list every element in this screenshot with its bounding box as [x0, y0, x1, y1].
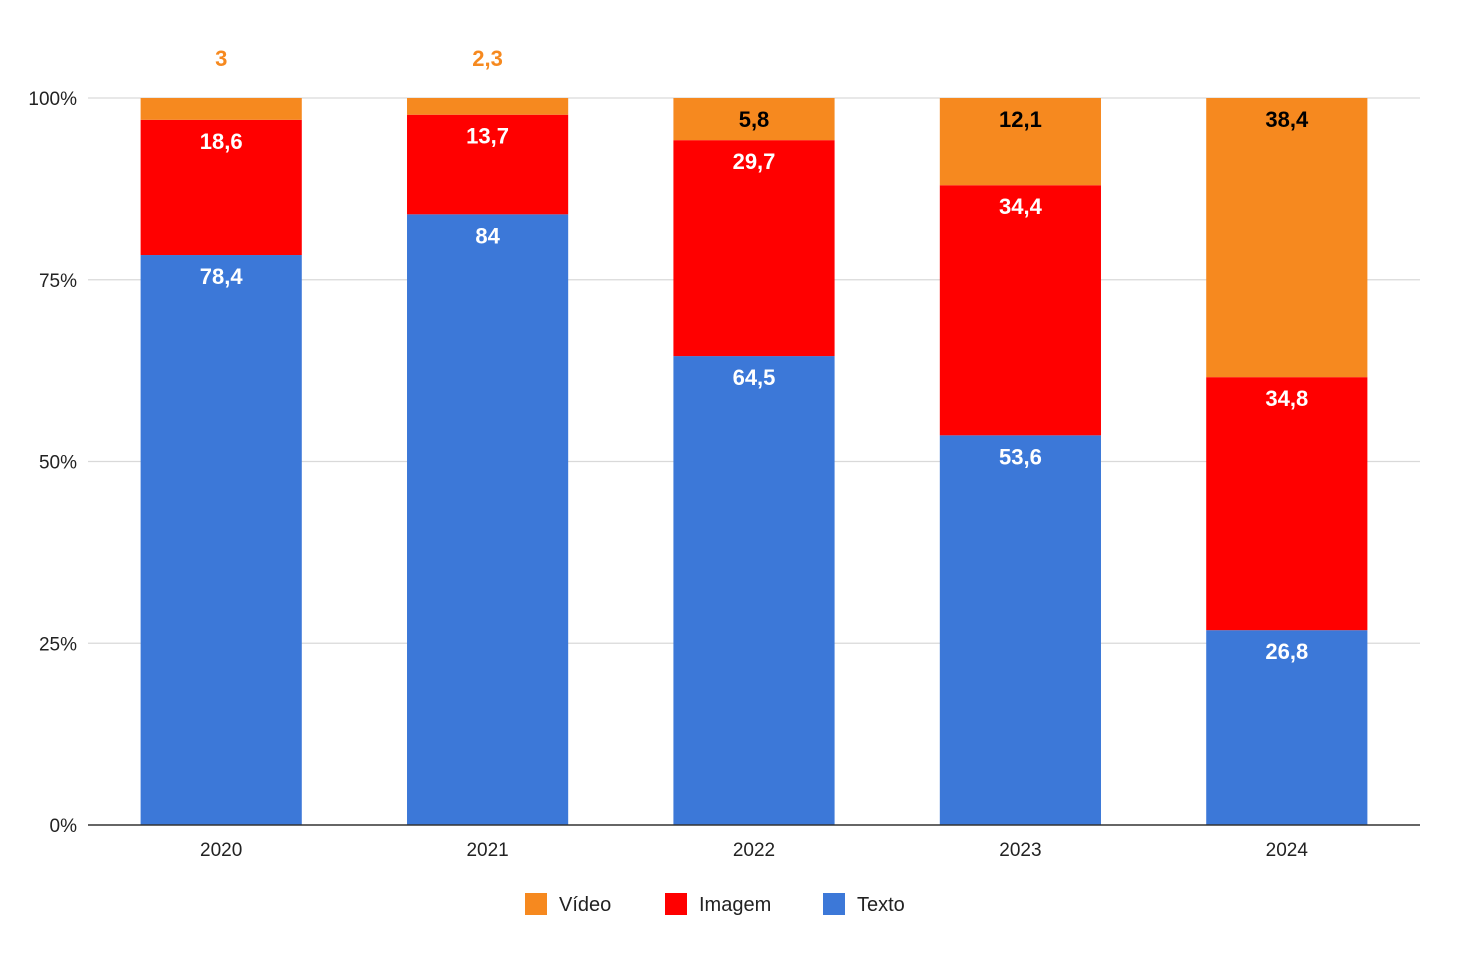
bar-segment-video-2023 [939, 98, 1101, 186]
y-tick-label: 75% [39, 271, 77, 292]
data-label: 34,4 [999, 194, 1043, 219]
bars-layer [140, 98, 1368, 826]
bar-segment-texto-2022 [673, 356, 835, 825]
bar-segment-video-2020 [140, 98, 302, 120]
bar-segment-imagem-2022 [673, 140, 835, 357]
data-label: 26,8 [1265, 639, 1308, 664]
data-label: 38,4 [1265, 107, 1309, 132]
data-label: 18,6 [200, 129, 243, 154]
data-label: 34,8 [1265, 386, 1308, 411]
legend-label: Texto [857, 894, 905, 916]
bar-segment-imagem-2024 [1206, 377, 1368, 631]
bar-segment-video-2021 [407, 98, 569, 115]
data-label: 29,7 [733, 149, 776, 174]
legend-label: Imagem [699, 894, 771, 916]
x-tick-label: 2024 [1266, 840, 1309, 861]
bar-segment-video-2024 [1206, 98, 1368, 378]
legend-swatch-video [525, 893, 547, 915]
legend-swatch-imagem [665, 893, 687, 915]
bar-segment-texto-2024 [1206, 630, 1368, 825]
bar-segment-video-2022 [673, 98, 835, 141]
y-tick-label: 25% [39, 634, 77, 655]
data-label: 2,3 [472, 46, 503, 71]
bar-segment-imagem-2023 [939, 185, 1101, 436]
legend-swatch-texto [823, 893, 845, 915]
x-tick-label: 2023 [999, 840, 1041, 861]
axis-layer: 0% 25% 50% 75% 100% 2020 2021 2022 2023 2024 [28, 89, 1420, 861]
data-label: 53,6 [999, 444, 1042, 469]
data-label: 13,7 [466, 124, 509, 149]
bar-segment-texto-2021 [407, 214, 569, 825]
y-tick-label: 50% [39, 453, 77, 474]
data-label: 3 [215, 46, 227, 71]
x-tick-label: 2022 [733, 840, 775, 861]
data-labels-layer: 78,4 18,6 3 84 13,7 2,3 64,5 29,7 5,8 53,6 34,4 12,… [200, 46, 1309, 664]
x-tick-label: 2020 [200, 840, 242, 861]
data-label: 78,4 [200, 264, 244, 289]
bar-segment-imagem-2021 [407, 114, 569, 215]
y-tick-label: 0% [50, 816, 78, 837]
data-label: 5,8 [739, 107, 770, 132]
bar-segment-imagem-2020 [140, 119, 302, 256]
bar-segment-texto-2023 [939, 435, 1101, 825]
legend: Vídeo Imagem Texto [525, 893, 905, 916]
data-label: 12,1 [999, 107, 1042, 132]
data-label: 84 [475, 223, 500, 248]
bar-segment-texto-2020 [140, 255, 302, 826]
y-tick-label: 100% [28, 89, 77, 110]
legend-label: Vídeo [559, 894, 611, 916]
data-label: 64,5 [733, 365, 776, 390]
x-tick-label: 2021 [466, 840, 508, 861]
